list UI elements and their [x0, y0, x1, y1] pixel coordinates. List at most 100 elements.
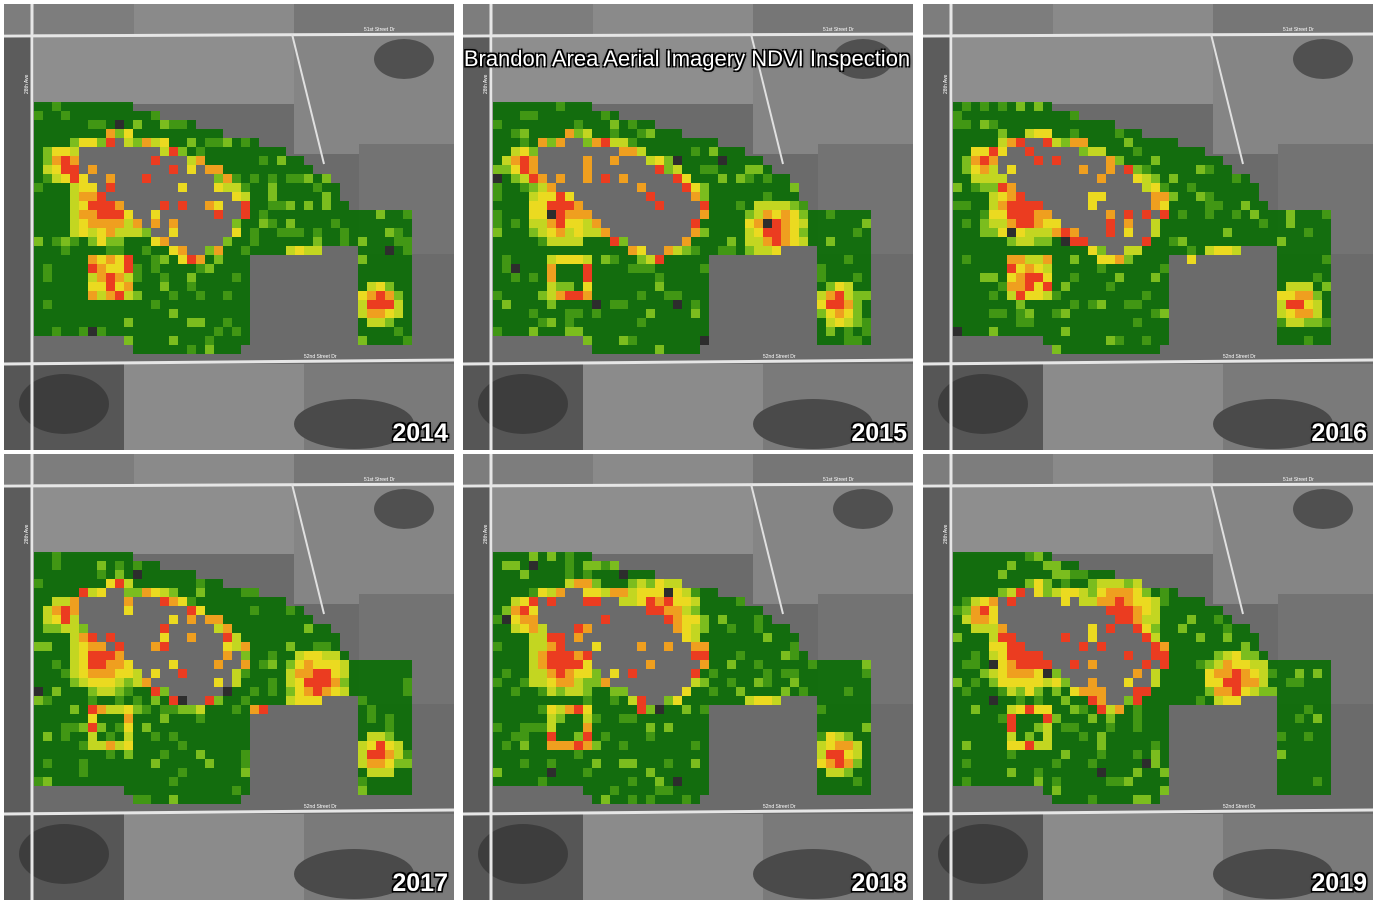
ndvi-cell — [1007, 561, 1016, 570]
ndvi-cell — [70, 201, 79, 210]
ndvi-cell — [61, 201, 70, 210]
ndvi-cell — [187, 759, 196, 768]
ndvi-cell — [1196, 678, 1205, 687]
ndvi-cell — [673, 138, 682, 147]
ndvi-cell — [583, 687, 592, 696]
ndvi-cell — [583, 696, 592, 705]
ndvi-cell — [286, 165, 295, 174]
ndvi-cell — [295, 156, 304, 165]
ndvi-cell — [700, 723, 709, 732]
ndvi-cell — [989, 597, 998, 606]
ndvi-cell — [989, 156, 998, 165]
ndvi-cell — [295, 237, 304, 246]
ndvi-cell — [646, 768, 655, 777]
ndvi-cell — [664, 642, 673, 651]
ndvi-cell — [106, 300, 115, 309]
ndvi-cell — [1313, 210, 1322, 219]
ndvi-cell — [1178, 678, 1187, 687]
ndvi-cell — [646, 732, 655, 741]
ndvi-cell — [574, 579, 583, 588]
ndvi-cell — [79, 300, 88, 309]
ndvi-cell — [79, 183, 88, 192]
ndvi-cell — [1070, 588, 1079, 597]
ndvi-cell — [115, 723, 124, 732]
ndvi-cell — [1079, 750, 1088, 759]
ndvi-cell — [962, 255, 971, 264]
ndvi-cell — [1232, 246, 1241, 255]
ndvi-cell — [34, 156, 43, 165]
ndvi-cell — [223, 264, 232, 273]
ndvi-cell — [1115, 318, 1124, 327]
ndvi-cell — [727, 210, 736, 219]
ndvi-cell — [1115, 714, 1124, 723]
ndvi-cell — [637, 273, 646, 282]
ndvi-cell — [394, 777, 403, 786]
ndvi-cell — [565, 570, 574, 579]
ndvi-cell — [574, 264, 583, 273]
ndvi-cell — [1097, 147, 1106, 156]
ndvi-cell — [646, 579, 655, 588]
ndvi-cell — [556, 120, 565, 129]
crop-field — [294, 454, 454, 484]
ndvi-cell — [43, 291, 52, 300]
ndvi-cell — [43, 696, 52, 705]
ndvi-cell — [1205, 219, 1214, 228]
ndvi-cell — [1088, 570, 1097, 579]
ndvi-cell — [1016, 588, 1025, 597]
ndvi-cell — [1322, 273, 1331, 282]
ndvi-cell — [817, 219, 826, 228]
ndvi-cell — [1286, 768, 1295, 777]
ndvi-cell — [1214, 633, 1223, 642]
ndvi-cell — [529, 660, 538, 669]
ndvi-cell — [862, 714, 871, 723]
ndvi-cell — [1007, 642, 1016, 651]
ndvi-cell — [862, 696, 871, 705]
ndvi-cell — [853, 273, 862, 282]
ndvi-cell — [1151, 696, 1160, 705]
ndvi-cell — [34, 165, 43, 174]
ndvi-cell — [709, 588, 718, 597]
ndvi-cell — [97, 705, 106, 714]
ndvi-cell — [511, 732, 520, 741]
ndvi-cell — [529, 183, 538, 192]
ndvi-cell — [106, 129, 115, 138]
ndvi-cell — [268, 201, 277, 210]
ndvi-cell — [70, 714, 79, 723]
ndvi-cell — [998, 669, 1007, 678]
ndvi-cell — [1115, 264, 1124, 273]
ndvi-cell — [781, 678, 790, 687]
ndvi-cell — [700, 165, 709, 174]
ndvi-cell — [547, 255, 556, 264]
ndvi-cell — [853, 696, 862, 705]
ndvi-cell — [1079, 579, 1088, 588]
ndvi-cell — [989, 120, 998, 129]
ndvi-cell — [709, 615, 718, 624]
ndvi-cell — [1079, 795, 1088, 804]
ndvi-cell — [538, 678, 547, 687]
ndvi-cell — [953, 552, 962, 561]
ndvi-cell — [980, 327, 989, 336]
ndvi-cell — [1016, 759, 1025, 768]
ndvi-cell — [313, 660, 322, 669]
ndvi-cell — [745, 219, 754, 228]
ndvi-cell — [1106, 120, 1115, 129]
ndvi-cell — [1052, 336, 1061, 345]
ndvi-cell — [790, 237, 799, 246]
ndvi-cell — [619, 777, 628, 786]
ndvi-cell — [1169, 606, 1178, 615]
ndvi-cell — [1007, 246, 1016, 255]
ndvi-cell — [52, 588, 61, 597]
ndvi-cell — [1061, 795, 1070, 804]
ndvi-cell — [232, 345, 241, 354]
ndvi-cell — [565, 102, 574, 111]
ndvi-cell — [34, 282, 43, 291]
ndvi-cell — [115, 255, 124, 264]
ndvi-cell — [547, 246, 556, 255]
crop-field — [923, 4, 1053, 34]
ndvi-cell — [502, 768, 511, 777]
ndvi-cell — [646, 318, 655, 327]
ndvi-cell — [295, 696, 304, 705]
ndvi-cell — [817, 300, 826, 309]
ndvi-cell — [502, 570, 511, 579]
ndvi-cell — [1304, 336, 1313, 345]
